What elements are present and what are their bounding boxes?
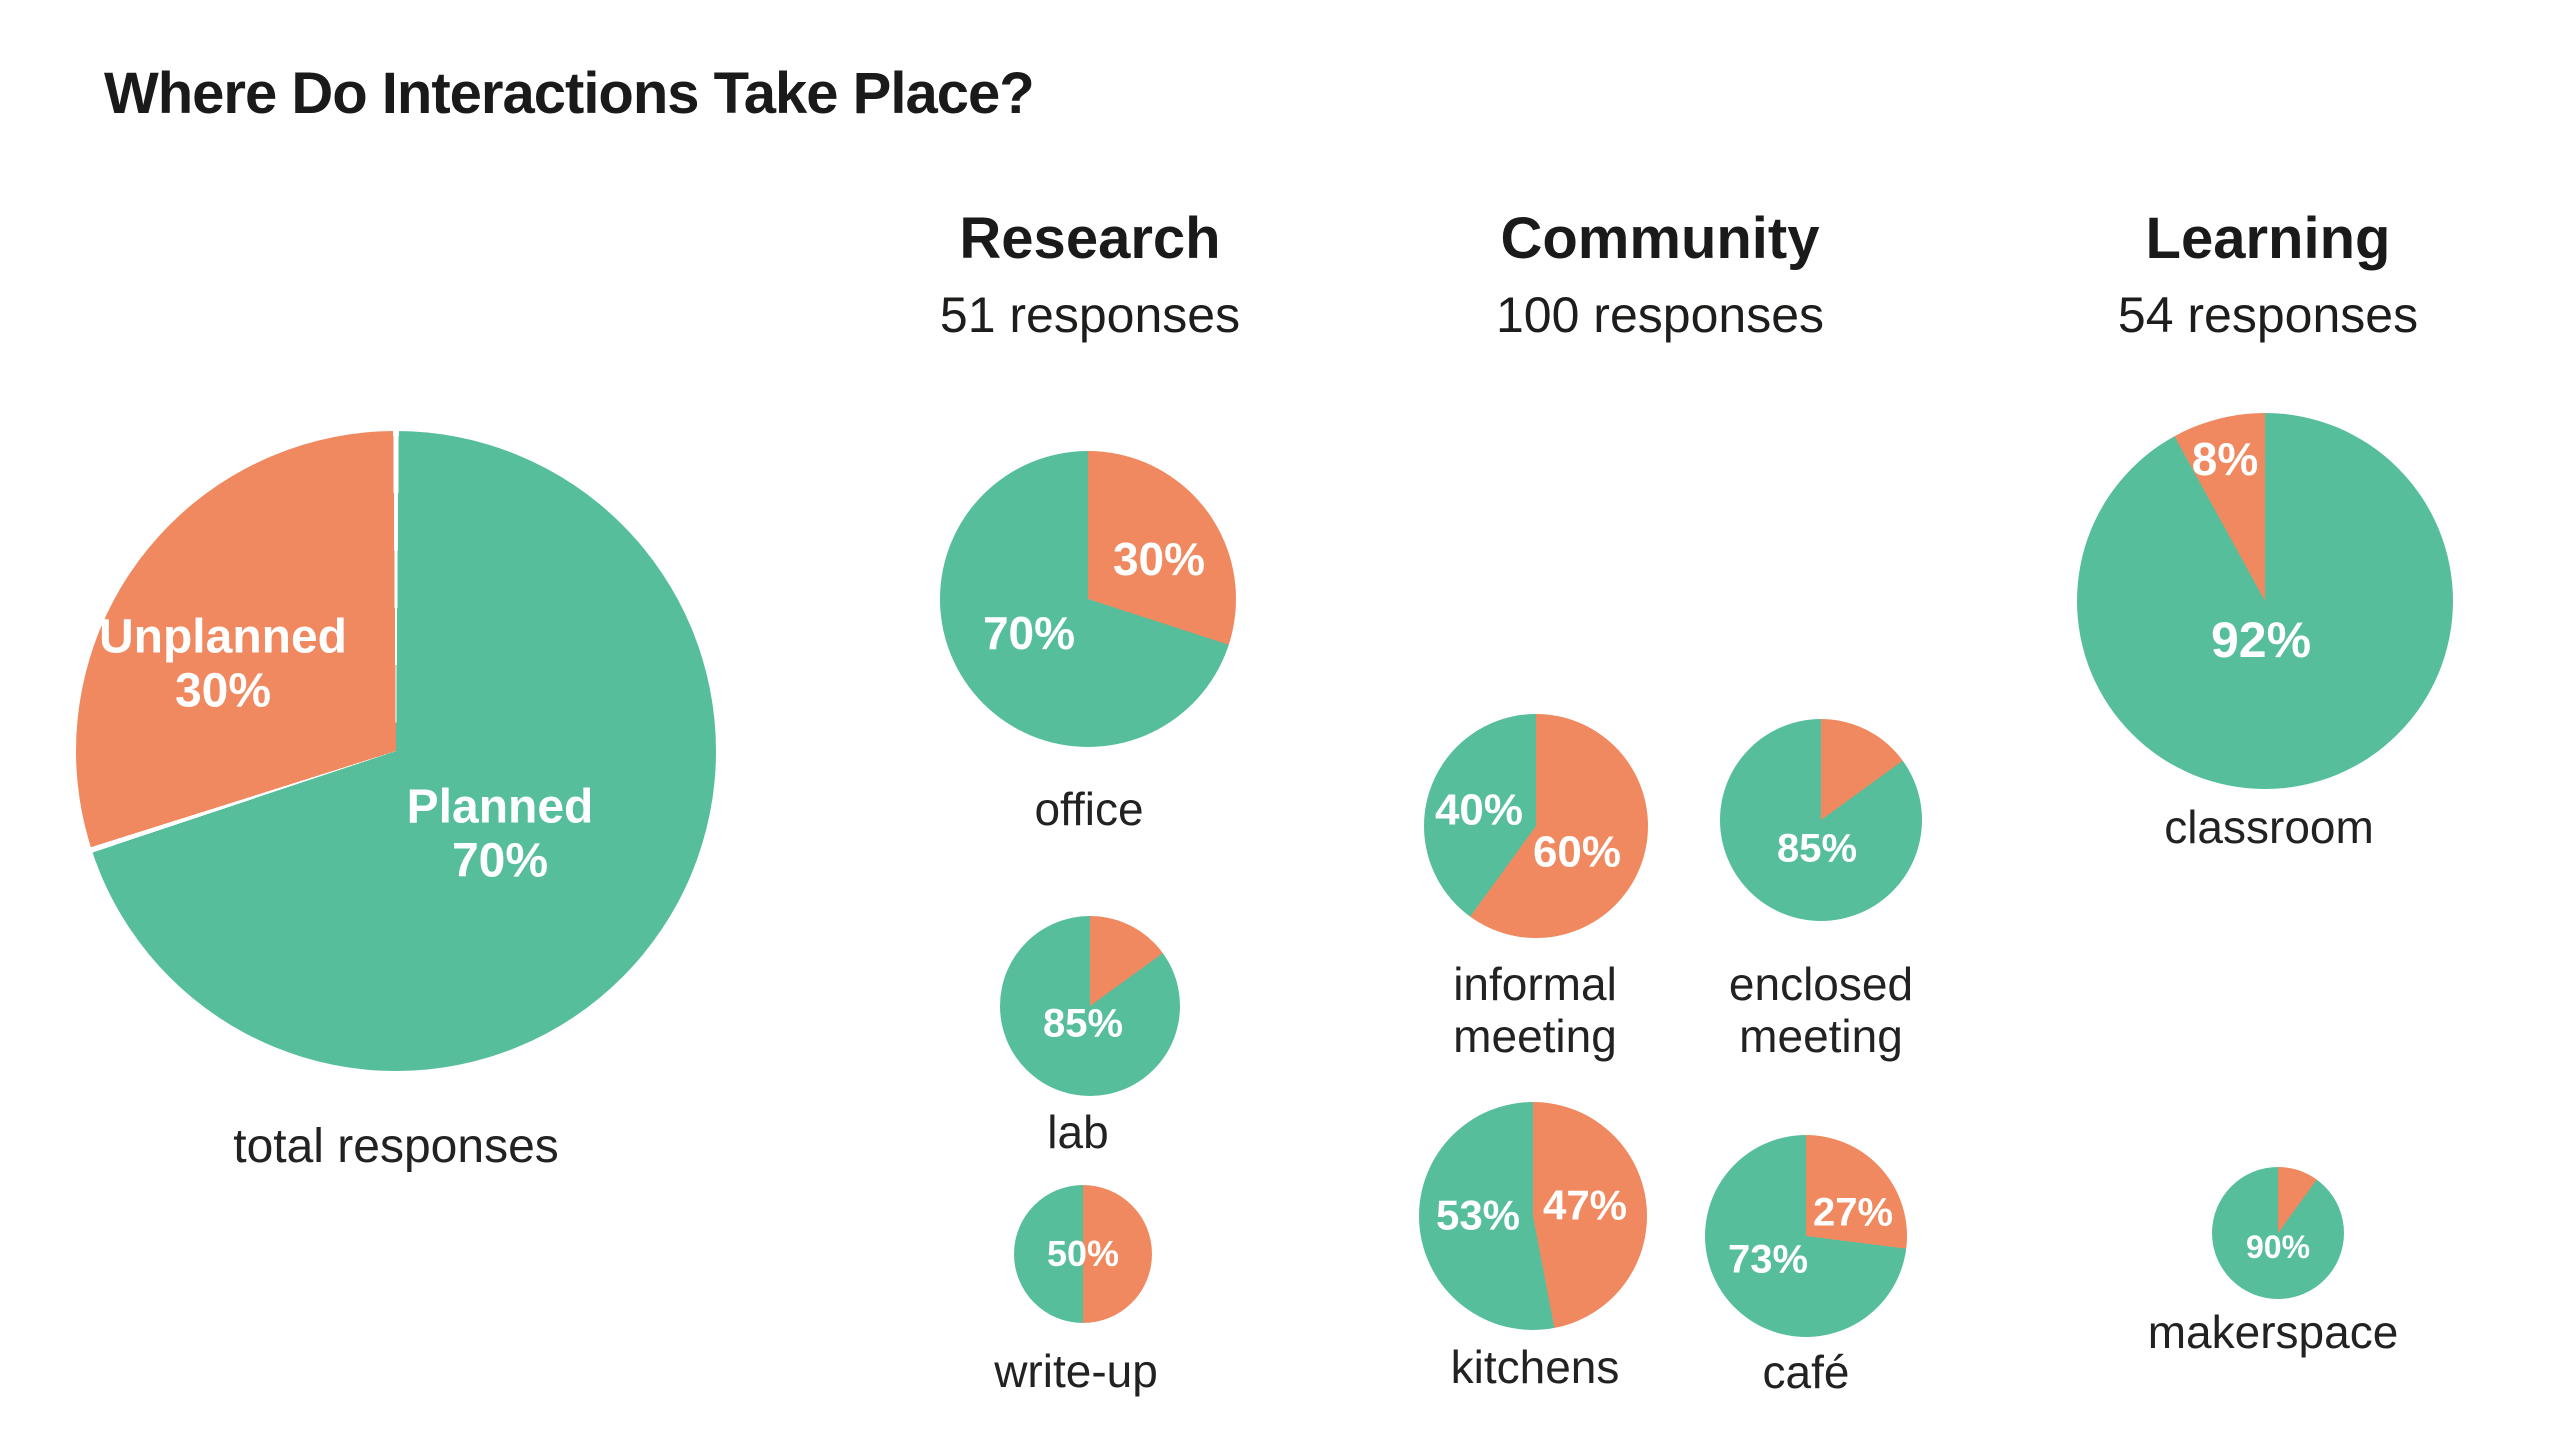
pie-informal-meeting: 40% 60% [1424, 714, 1648, 938]
office-green-pct: 70% [982, 607, 1076, 660]
pie-total-responses: Unplanned 30% Planned 70% [76, 431, 716, 1071]
pie-lab: 85% [1000, 916, 1180, 1096]
informal-orange-pct: 60% [1532, 827, 1622, 877]
caption-office: office [1034, 783, 1144, 835]
learning-title: Learning [2145, 206, 2391, 271]
caption-makerspace: makerspace [2147, 1306, 2399, 1358]
classroom-green-pct: 92% [2210, 612, 2312, 668]
unplanned-pct: 30% [174, 664, 272, 717]
planned-pct: 70% [451, 834, 549, 887]
pie-enclosed-meeting: 85% [1720, 719, 1922, 921]
column-header-community: Community 100 responses [1496, 205, 1824, 344]
column-header-research: Research 51 responses [940, 205, 1240, 344]
enclosed-green-pct: 85% [1776, 826, 1858, 871]
makerspace-green-pct: 90% [2245, 1229, 2311, 1266]
research-responses: 51 responses [939, 287, 1241, 343]
pie-cafe: 27% 73% [1705, 1135, 1907, 1337]
kitchens-orange-pct: 47% [1542, 1181, 1628, 1229]
caption-classroom: classroom [2164, 801, 2374, 853]
caption-enclosed-meeting: enclosed meeting [1728, 958, 1914, 1062]
office-orange-pct: 30% [1112, 533, 1206, 586]
total-unplanned-label: Unplanned 30% [99, 610, 347, 718]
pie-write-up: 50% [1014, 1185, 1152, 1323]
kitchens-green-pct: 53% [1435, 1191, 1521, 1239]
total-planned-label: Planned 70% [407, 780, 594, 888]
classroom-orange-pct: 8% [2191, 433, 2259, 486]
informal-green-pct: 40% [1434, 785, 1524, 835]
write-up-green-pct: 50% [1046, 1232, 1120, 1274]
column-header-learning: Learning 54 responses [2118, 205, 2418, 344]
unplanned-text: Unplanned [99, 610, 347, 664]
planned-text: Planned [406, 780, 594, 834]
learning-responses: 54 responses [2117, 287, 2419, 343]
research-title: Research [959, 206, 1221, 271]
caption-lab: lab [1047, 1106, 1109, 1158]
pie-office: 30% 70% [940, 451, 1236, 747]
caption-total-responses: total responses [233, 1120, 559, 1173]
caption-write-up: write-up [994, 1345, 1158, 1397]
lab-green-pct: 85% [1042, 1001, 1124, 1046]
page-title: Where Do Interactions Take Place? [104, 61, 1035, 126]
community-responses: 100 responses [1495, 287, 1825, 343]
community-title: Community [1500, 206, 1820, 271]
caption-cafe: café [1762, 1346, 1850, 1398]
pie-makerspace: 90% [2212, 1167, 2344, 1299]
pie-classroom: 8% 92% [2077, 413, 2453, 789]
cafe-orange-pct: 27% [1812, 1190, 1894, 1235]
caption-informal-meeting: informal meeting [1453, 958, 1617, 1062]
pie-kitchens: 53% 47% [1419, 1102, 1647, 1330]
caption-kitchens: kitchens [1450, 1341, 1620, 1393]
cafe-green-pct: 73% [1727, 1237, 1809, 1282]
